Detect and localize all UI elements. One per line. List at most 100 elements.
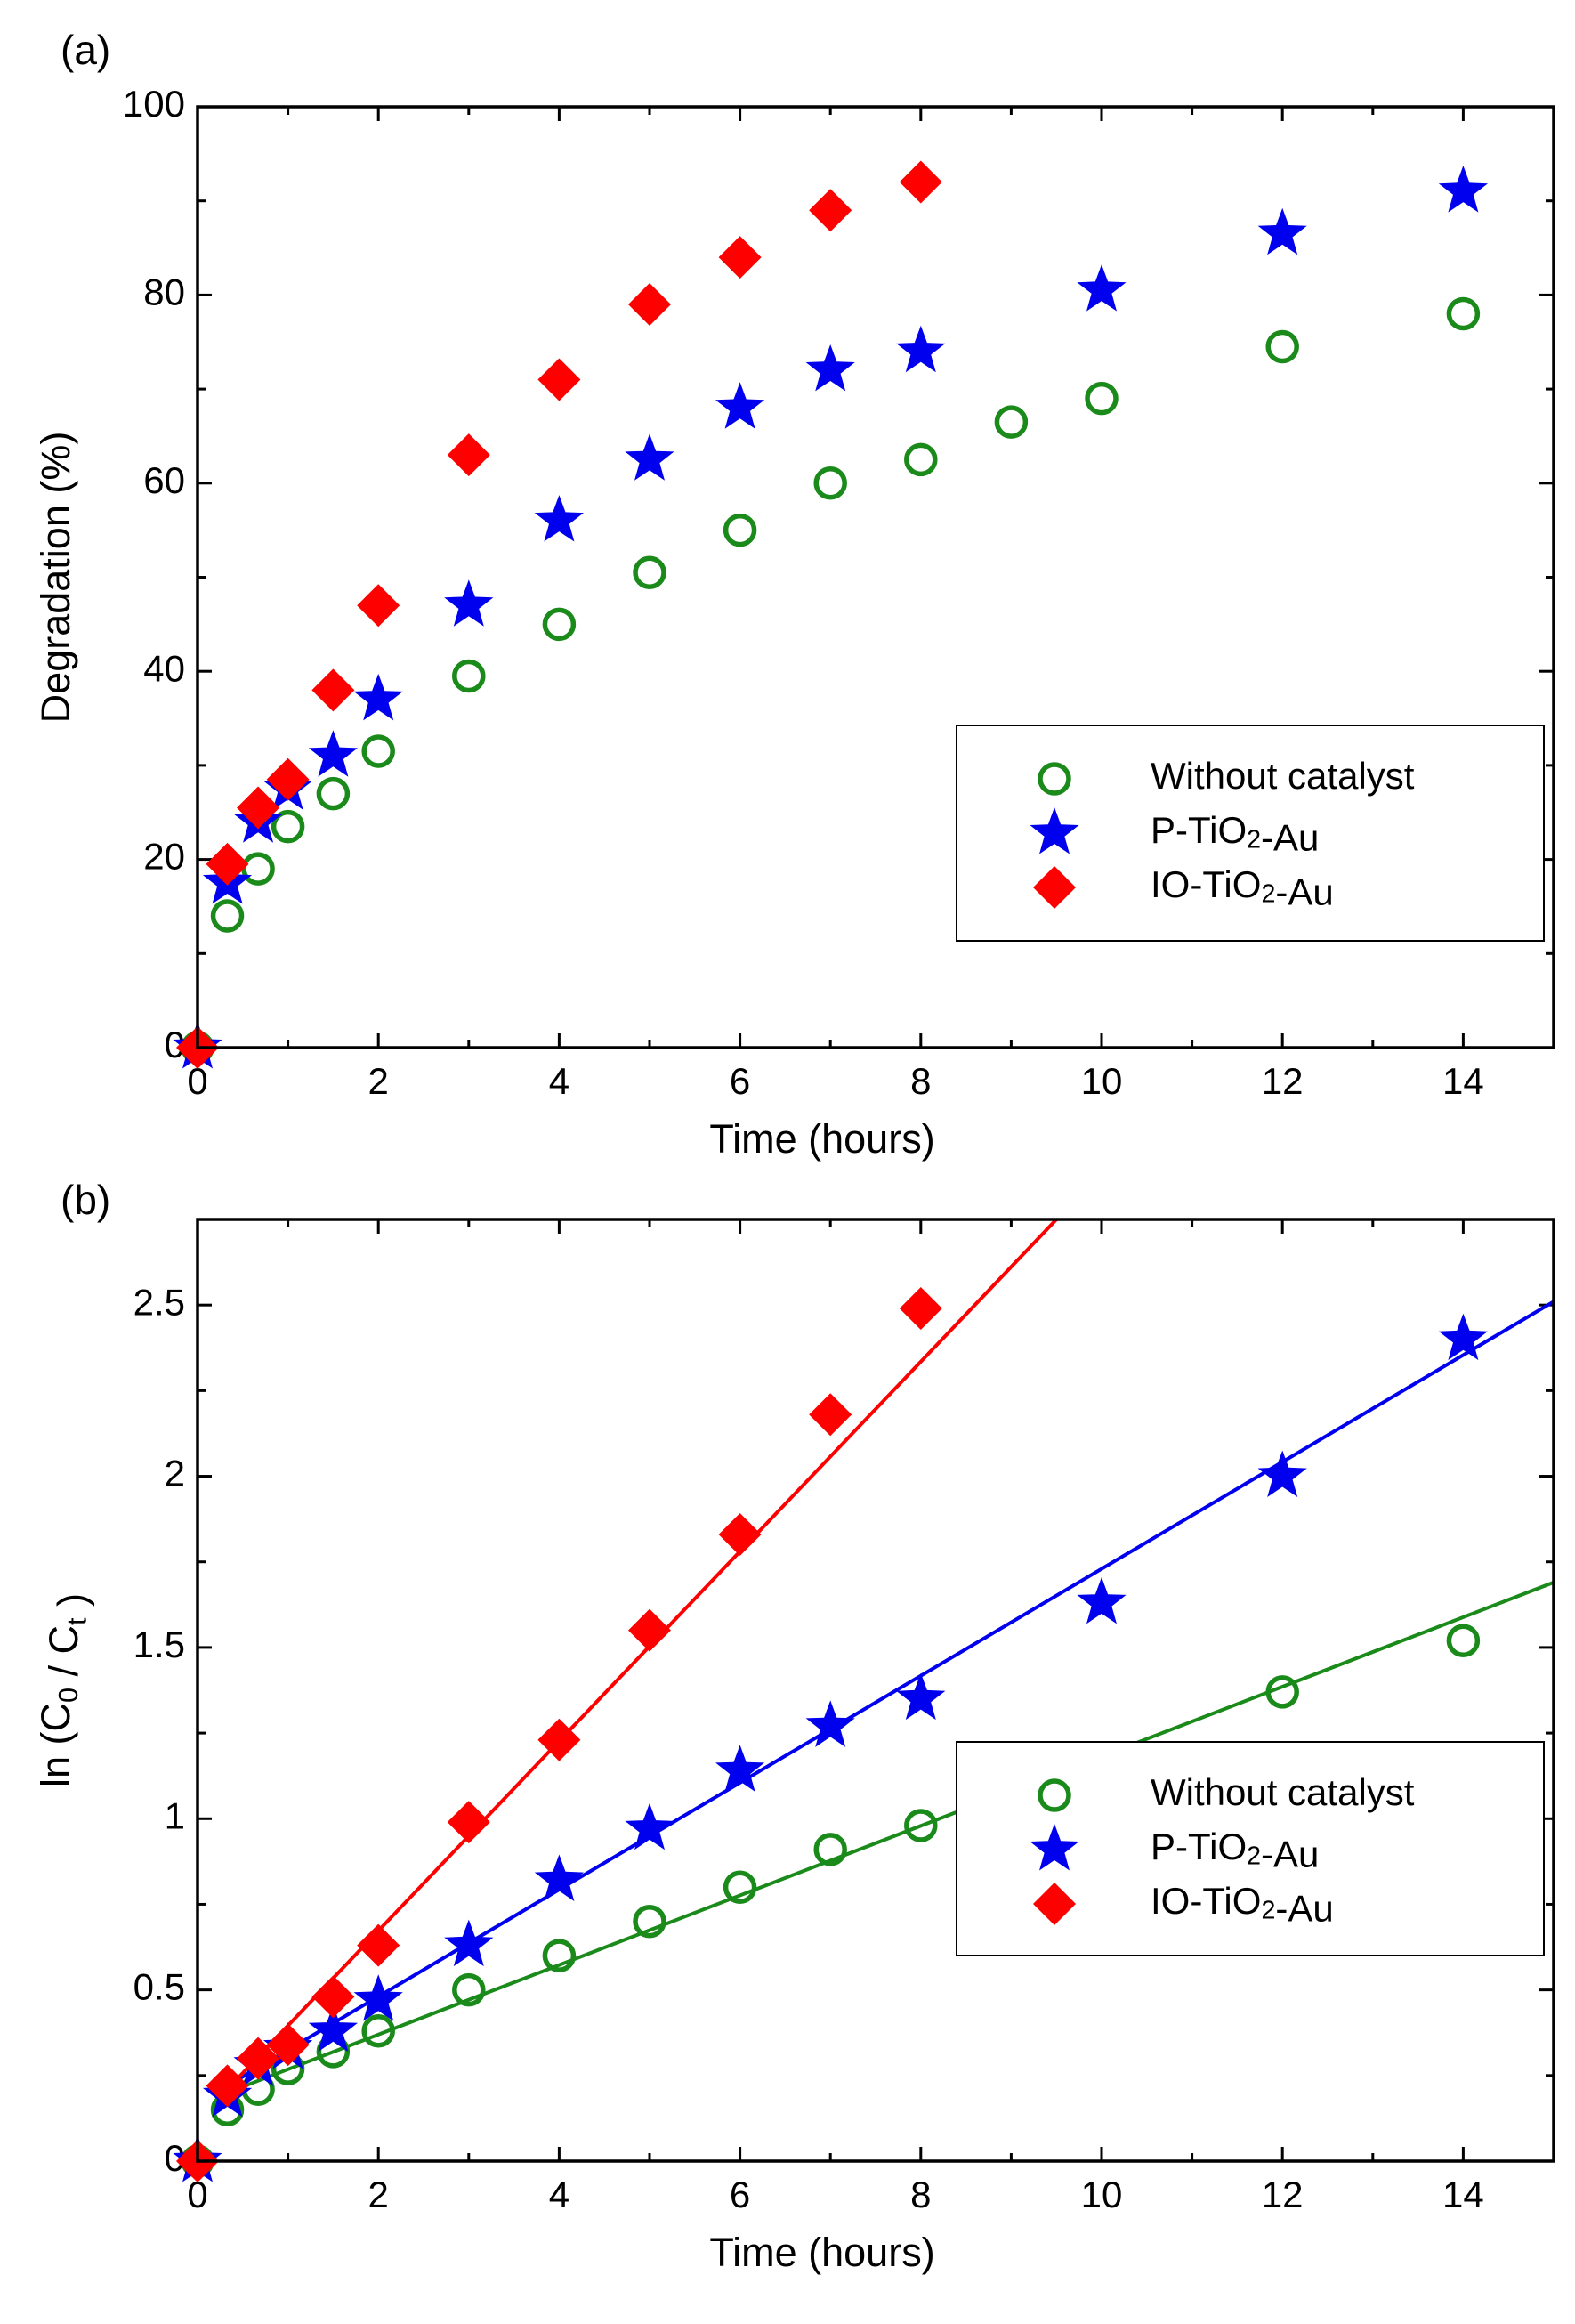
data-point	[241, 852, 275, 886]
x-tick-label: 2	[368, 2174, 389, 2215]
legend-label: Without catalyst	[1151, 755, 1415, 797]
data-point	[805, 1700, 855, 1747]
data-point	[994, 405, 1029, 439]
data-point	[723, 1870, 757, 1904]
data-point	[534, 1854, 584, 1901]
data-point	[1265, 329, 1299, 364]
data-point	[805, 344, 855, 392]
legend-label: Without catalyst	[1151, 1771, 1415, 1813]
data-point	[718, 236, 762, 279]
x-tick-label: 6	[730, 2174, 750, 2215]
data-point	[1077, 264, 1127, 312]
data-point	[809, 1393, 852, 1437]
legend-marker	[1038, 762, 1071, 796]
fit-line	[226, 1580, 1554, 2094]
data-point	[361, 734, 395, 768]
data-point	[628, 1608, 671, 1652]
panel-label: (a)	[61, 27, 110, 73]
data-point	[718, 1512, 762, 1556]
x-tick-label: 4	[549, 2174, 569, 2215]
data-point	[206, 842, 249, 886]
data-point	[1077, 1576, 1127, 1624]
data-point	[316, 776, 351, 811]
data-point	[353, 673, 403, 721]
x-axis-title: Time (hours)	[709, 1116, 934, 1162]
legend-marker	[1033, 866, 1076, 909]
y-tick-label: 0	[165, 1024, 185, 1065]
data-point	[1446, 296, 1481, 331]
x-tick-label: 4	[549, 1060, 569, 1102]
x-tick-label: 10	[1081, 1060, 1123, 1102]
data-point	[357, 584, 400, 628]
data-point	[625, 1802, 674, 1850]
data-point	[308, 2004, 358, 2053]
y-tick-label: 1	[165, 1794, 185, 1836]
plot-frame	[196, 105, 1555, 1049]
data-point	[210, 899, 245, 933]
legend-marker	[1033, 1883, 1076, 1925]
data-point	[357, 1923, 400, 1967]
y-tick-label: 1.5	[133, 1624, 185, 1665]
x-tick-label: 12	[1262, 1060, 1304, 1102]
data-point	[633, 555, 666, 589]
y-tick-label: 0	[165, 2137, 185, 2179]
y-axis-title: ln (C0 / Ct )	[33, 1593, 94, 1787]
y-tick-label: 40	[143, 647, 185, 689]
x-tick-label: 8	[910, 1060, 931, 1102]
data-point	[447, 1801, 490, 1844]
x-tick-label: 12	[1262, 2174, 1304, 2215]
data-point	[444, 579, 494, 627]
legend-marker	[1038, 1778, 1071, 1812]
legend-label: P-TiO2-Au	[1151, 809, 1319, 859]
data-point	[447, 433, 490, 477]
data-point	[715, 382, 765, 429]
data-point	[1257, 207, 1307, 255]
data-point	[311, 1975, 355, 2019]
data-point	[444, 1919, 494, 1967]
data-point	[715, 1745, 765, 1792]
data-point	[1438, 1313, 1488, 1361]
data-point	[308, 730, 358, 777]
data-point	[633, 1904, 666, 1939]
data-point	[206, 2064, 249, 2108]
data-point	[534, 495, 584, 542]
ticks	[196, 1218, 1555, 2163]
data-point	[813, 466, 847, 500]
data-point	[452, 1972, 486, 2007]
legend-marker	[1030, 1824, 1079, 1871]
data-point	[899, 1287, 942, 1331]
data-point	[723, 513, 757, 547]
panel-b: (b) 0 2 4 6 8 10 12 14 0 0.5 1 1.5 2 2.5 Time (hours) ln…	[33, 1177, 1555, 2275]
legend-label: IO-TiO2-Au	[1151, 1880, 1334, 1930]
data-point	[809, 189, 852, 232]
data-point	[1085, 381, 1119, 416]
series-diamond	[176, 160, 942, 1069]
y-axis-title: Degradation (%)	[33, 432, 78, 724]
data-point	[542, 1939, 577, 1972]
data-point	[904, 1809, 938, 1842]
y-tick-label: 2.5	[133, 1281, 185, 1323]
data-point	[904, 442, 938, 477]
fit-line	[226, 1219, 1058, 2091]
data-point	[1446, 1624, 1481, 1657]
x-axis-title: Time (hours)	[709, 2230, 934, 2275]
x-tick-label: 14	[1442, 2174, 1484, 2215]
panel-label: (b)	[61, 1177, 110, 1223]
data-point	[311, 668, 355, 712]
data-point	[1265, 1675, 1299, 1709]
legend-label: P-TiO2-Au	[1151, 1826, 1319, 1875]
data-point	[542, 607, 577, 642]
legend-label: IO-TiO2-Au	[1151, 863, 1334, 913]
data-point	[896, 1672, 946, 1721]
x-tick-label: 10	[1081, 2174, 1123, 2215]
y-tick-label: 2	[165, 1453, 185, 1494]
data-point	[625, 433, 674, 481]
data-point	[266, 2023, 310, 2067]
x-tick-label: 14	[1442, 1060, 1484, 1102]
legend: Without catalyst P-TiO2-Au IO-TiO2-Au	[956, 1741, 1545, 1956]
fit-lines	[226, 1219, 1554, 2094]
y-tick-label: 0.5	[133, 1966, 185, 2008]
legend-marker	[1030, 807, 1079, 854]
data-point	[537, 1718, 581, 1761]
